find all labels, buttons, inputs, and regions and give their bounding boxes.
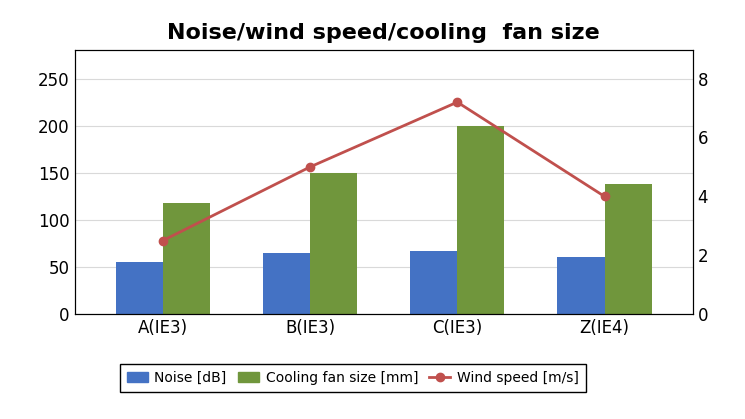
Title: Noise/wind speed/cooling  fan size: Noise/wind speed/cooling fan size: [168, 23, 600, 43]
Bar: [163, 203, 210, 314]
Bar: [115, 262, 163, 314]
Bar: [410, 251, 457, 314]
Bar: [310, 173, 357, 314]
Legend: Noise [dB], Cooling fan size [mm], Wind speed [m/s]: Noise [dB], Cooling fan size [mm], Wind …: [120, 364, 586, 392]
Bar: [263, 253, 310, 314]
Bar: [557, 257, 604, 314]
Bar: [604, 184, 652, 314]
Bar: [457, 126, 504, 314]
